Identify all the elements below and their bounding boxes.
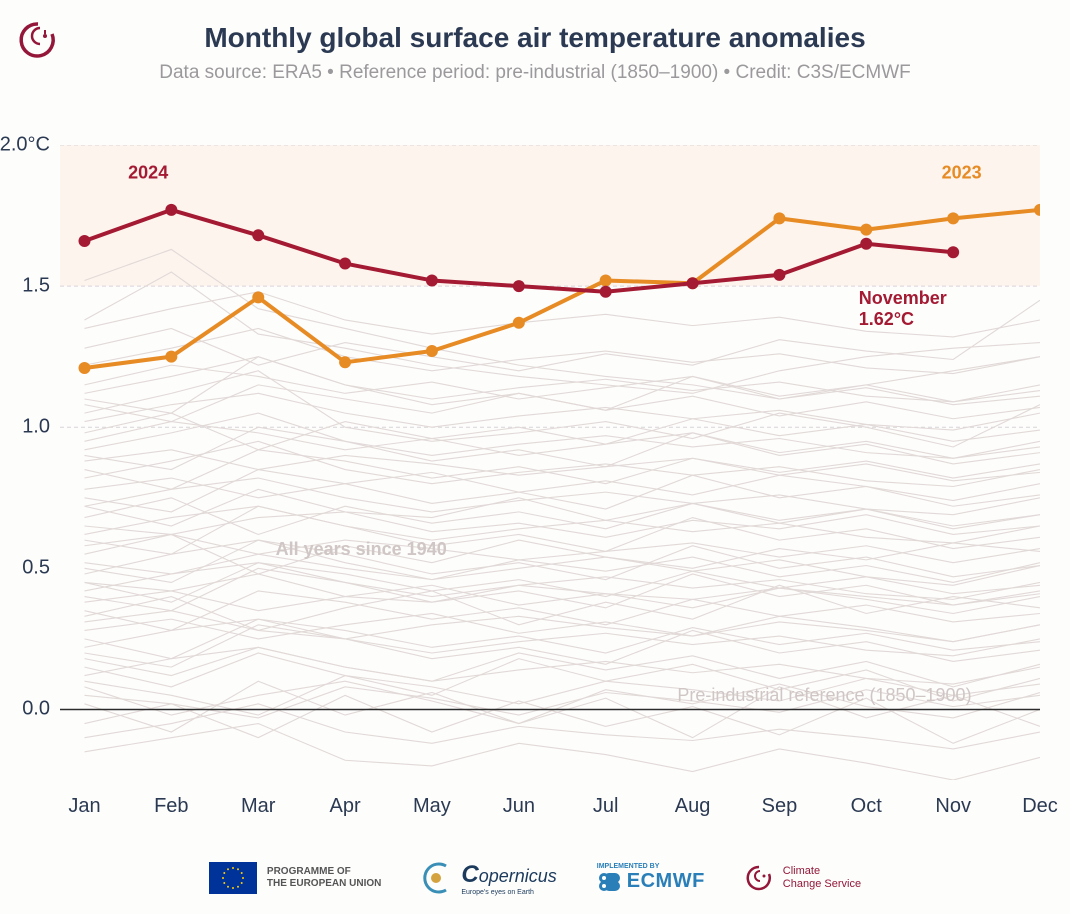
chart-annotation: November1.62°C (859, 288, 947, 330)
footer-logos: PROGRAMME OFTHE EUROPEAN UNION Copernicu… (0, 860, 1070, 896)
chart-plot-area: 0.00.51.01.52.0°C JanFebMarAprMayJunJulA… (60, 145, 1040, 780)
x-axis-label: Nov (935, 795, 971, 818)
c3s-footer-icon (745, 864, 773, 892)
ecmwf-logo: IMPLEMENTED BY ECMWF (597, 863, 705, 893)
y-axis-label: 1.0 (22, 416, 50, 439)
copernicus-logo: Copernicus Europe's eyes on Earth (421, 860, 556, 896)
chart-annotation: 2023 (942, 163, 982, 184)
x-axis-label: Feb (154, 795, 188, 818)
y-axis-label: 0.5 (22, 557, 50, 580)
chart-subtitle: Data source: ERA5 • Reference period: pr… (0, 62, 1070, 84)
chart-title: Monthly global surface air temperature a… (0, 22, 1070, 54)
x-axis-label: May (413, 795, 451, 818)
x-axis-label: Jul (593, 795, 619, 818)
x-axis-label: Aug (675, 795, 711, 818)
x-axis-label: Jun (503, 795, 535, 818)
ecmwf-icon (597, 872, 623, 892)
copernicus-subtext: Europe's eyes on Earth (461, 889, 556, 896)
x-axis-label: Jan (68, 795, 100, 818)
eu-programme-text: PROGRAMME OFTHE EUROPEAN UNION (267, 866, 381, 890)
ecmwf-text: ECMWF (627, 870, 705, 893)
ecmwf-label: IMPLEMENTED BY (597, 863, 705, 870)
c3s-logo-icon (18, 20, 58, 65)
chart-annotation: 2024 (128, 163, 168, 184)
reference-period-label: Pre-industrial reference (1850–1900) (677, 685, 971, 706)
y-axis-label: 0.0 (22, 698, 50, 721)
copernicus-icon (421, 860, 451, 896)
y-axis-label: 1.5 (22, 275, 50, 298)
y-axis-label: 2.0°C (0, 134, 50, 157)
x-axis-label: Sep (762, 795, 798, 818)
x-axis-label: Apr (330, 795, 361, 818)
background-series-label: All years since 1940 (276, 539, 447, 560)
x-axis-label: Dec (1022, 795, 1058, 818)
eu-programme-logo: PROGRAMME OFTHE EUROPEAN UNION (209, 862, 381, 894)
eu-flag-icon (209, 862, 257, 894)
x-axis-label: Oct (851, 795, 882, 818)
x-axis-label: Mar (241, 795, 275, 818)
c3s-logo: ClimateChange Service (745, 864, 861, 892)
copernicus-text: Copernicus (461, 861, 556, 889)
c3s-text: ClimateChange Service (783, 865, 861, 891)
